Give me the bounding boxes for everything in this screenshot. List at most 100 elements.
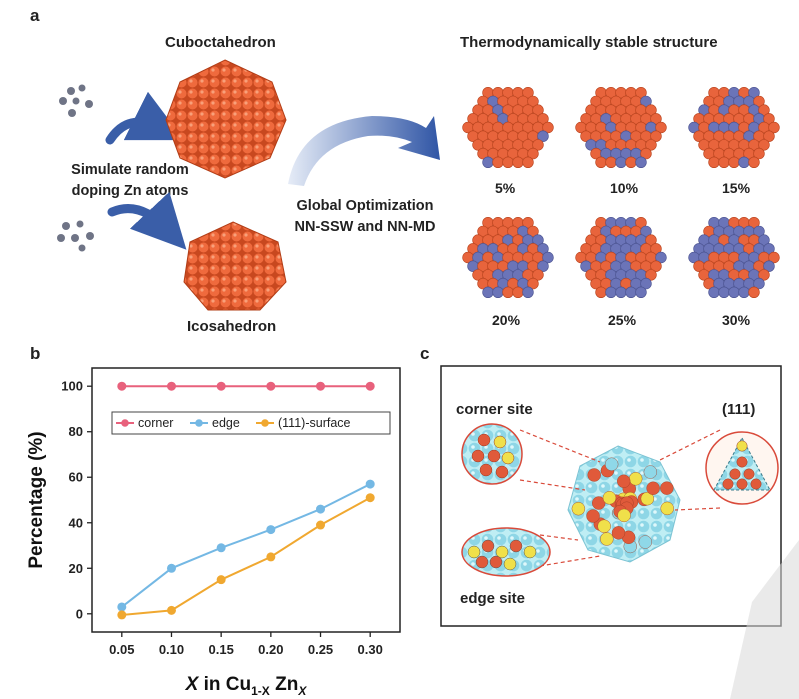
data-point bbox=[216, 381, 226, 391]
central-surface-atoms bbox=[571, 457, 674, 554]
cu-atom bbox=[650, 113, 662, 125]
x-label-sub2: X bbox=[297, 684, 307, 698]
cu-atom bbox=[758, 269, 770, 281]
cu-atom bbox=[650, 260, 662, 272]
legend-marker-corner bbox=[121, 419, 129, 427]
edge-atom bbox=[489, 555, 503, 569]
zn-atom bbox=[640, 225, 652, 238]
data-point bbox=[316, 381, 326, 391]
legend-marker-edge bbox=[195, 419, 203, 427]
y-tick-label: 20 bbox=[69, 561, 83, 576]
zn-atom bbox=[643, 465, 658, 479]
x-axis-label: X in Cu1-X ZnX bbox=[185, 674, 308, 698]
doped-cluster-5 bbox=[462, 86, 554, 169]
cu-atom bbox=[635, 86, 647, 99]
stable-structure-title: Thermodynamically stable structure bbox=[460, 34, 718, 51]
y-tick-label: 80 bbox=[69, 424, 83, 439]
corner-atom bbox=[501, 451, 515, 465]
facet-atom bbox=[722, 478, 734, 490]
cu-atom bbox=[763, 113, 775, 125]
legend-box bbox=[111, 411, 391, 435]
zn-atom bbox=[640, 95, 652, 108]
series-line-1 bbox=[121, 483, 371, 608]
zn-atom bbox=[532, 234, 544, 246]
data-point bbox=[316, 504, 326, 514]
zn-atom bbox=[602, 491, 617, 505]
cu-atom bbox=[527, 95, 539, 108]
doped-cluster-grid bbox=[462, 86, 780, 298]
cu-atom bbox=[527, 277, 539, 290]
x-tick-label: 0.05 bbox=[109, 642, 134, 657]
zn-atom bbox=[571, 502, 586, 516]
zn-atoms-top bbox=[59, 84, 93, 117]
x-label-var: X bbox=[185, 674, 200, 695]
cu-atom bbox=[532, 139, 544, 151]
cu-atom bbox=[592, 496, 606, 510]
panel-c-letter: c bbox=[420, 344, 430, 363]
cu-atom bbox=[522, 217, 534, 229]
connector-lines bbox=[519, 429, 721, 567]
data-point bbox=[117, 381, 127, 391]
pct-label-5: 5% bbox=[495, 180, 516, 196]
edge-site-label: edge site bbox=[460, 590, 525, 607]
legend-label-edge: edge bbox=[212, 416, 240, 430]
icosahedron-title: Icosahedron bbox=[187, 318, 277, 335]
data-point bbox=[266, 525, 276, 535]
zn-atom bbox=[763, 260, 775, 272]
global-line-2: NN-SSW and NN-MD bbox=[294, 219, 436, 235]
zn-atom bbox=[604, 457, 619, 471]
x-label-zn: Zn bbox=[270, 674, 299, 695]
cuboctahedron-cluster bbox=[165, 59, 287, 179]
doped-cluster-25 bbox=[575, 217, 667, 298]
series-line-2 bbox=[121, 496, 371, 616]
cu-atom bbox=[748, 217, 760, 229]
pct-label-20: 20% bbox=[492, 312, 521, 328]
global-line-1: Global Optimization bbox=[296, 198, 434, 214]
zn-atom bbox=[758, 234, 770, 246]
curved-arrow-bottom bbox=[107, 191, 187, 250]
y-tick-label: 40 bbox=[69, 515, 83, 530]
x-tick-label: 0.25 bbox=[308, 642, 333, 657]
data-point bbox=[266, 552, 276, 562]
data-point bbox=[365, 479, 375, 489]
legend-marker-surface bbox=[261, 419, 269, 427]
data-point bbox=[365, 381, 375, 391]
corner-atom bbox=[487, 449, 501, 463]
doped-cluster-20 bbox=[462, 217, 554, 298]
corner-atom bbox=[479, 463, 493, 477]
cu-atom bbox=[645, 104, 657, 116]
y-tick-label: 100 bbox=[61, 379, 83, 394]
data-point bbox=[166, 605, 176, 615]
corner-atom bbox=[477, 433, 491, 447]
x-label-sub1: 1-X bbox=[251, 684, 270, 698]
facet-atom bbox=[743, 468, 755, 480]
x-label-cu: in Cu bbox=[198, 674, 251, 695]
cu-atom bbox=[532, 269, 544, 281]
cu-atom bbox=[611, 526, 626, 540]
cu-atom bbox=[645, 139, 657, 151]
cu-atom bbox=[768, 121, 780, 134]
cu-atom bbox=[617, 474, 631, 488]
edge-atom bbox=[509, 539, 523, 553]
corner-site-atoms bbox=[471, 433, 515, 479]
zn-atom bbox=[638, 535, 653, 549]
cu-atom bbox=[650, 243, 662, 255]
edge-atom bbox=[481, 539, 495, 553]
cu-atom bbox=[650, 130, 662, 142]
zn-atom bbox=[640, 491, 655, 506]
zn-atom bbox=[617, 508, 631, 523]
zn-atom bbox=[597, 519, 611, 533]
y-axis-label: Percentage (%) bbox=[26, 431, 47, 568]
cu-atom bbox=[537, 113, 549, 125]
facet-atoms bbox=[722, 440, 762, 490]
zn-atom bbox=[635, 286, 647, 298]
series-layer bbox=[117, 381, 375, 620]
cu-atom bbox=[522, 86, 534, 99]
y-tick-label: 60 bbox=[69, 470, 83, 485]
facet-atom bbox=[750, 478, 762, 490]
cu-atom bbox=[660, 481, 674, 495]
zn-atom bbox=[660, 501, 674, 516]
legend-label-surface: (111)-surface bbox=[278, 416, 351, 430]
